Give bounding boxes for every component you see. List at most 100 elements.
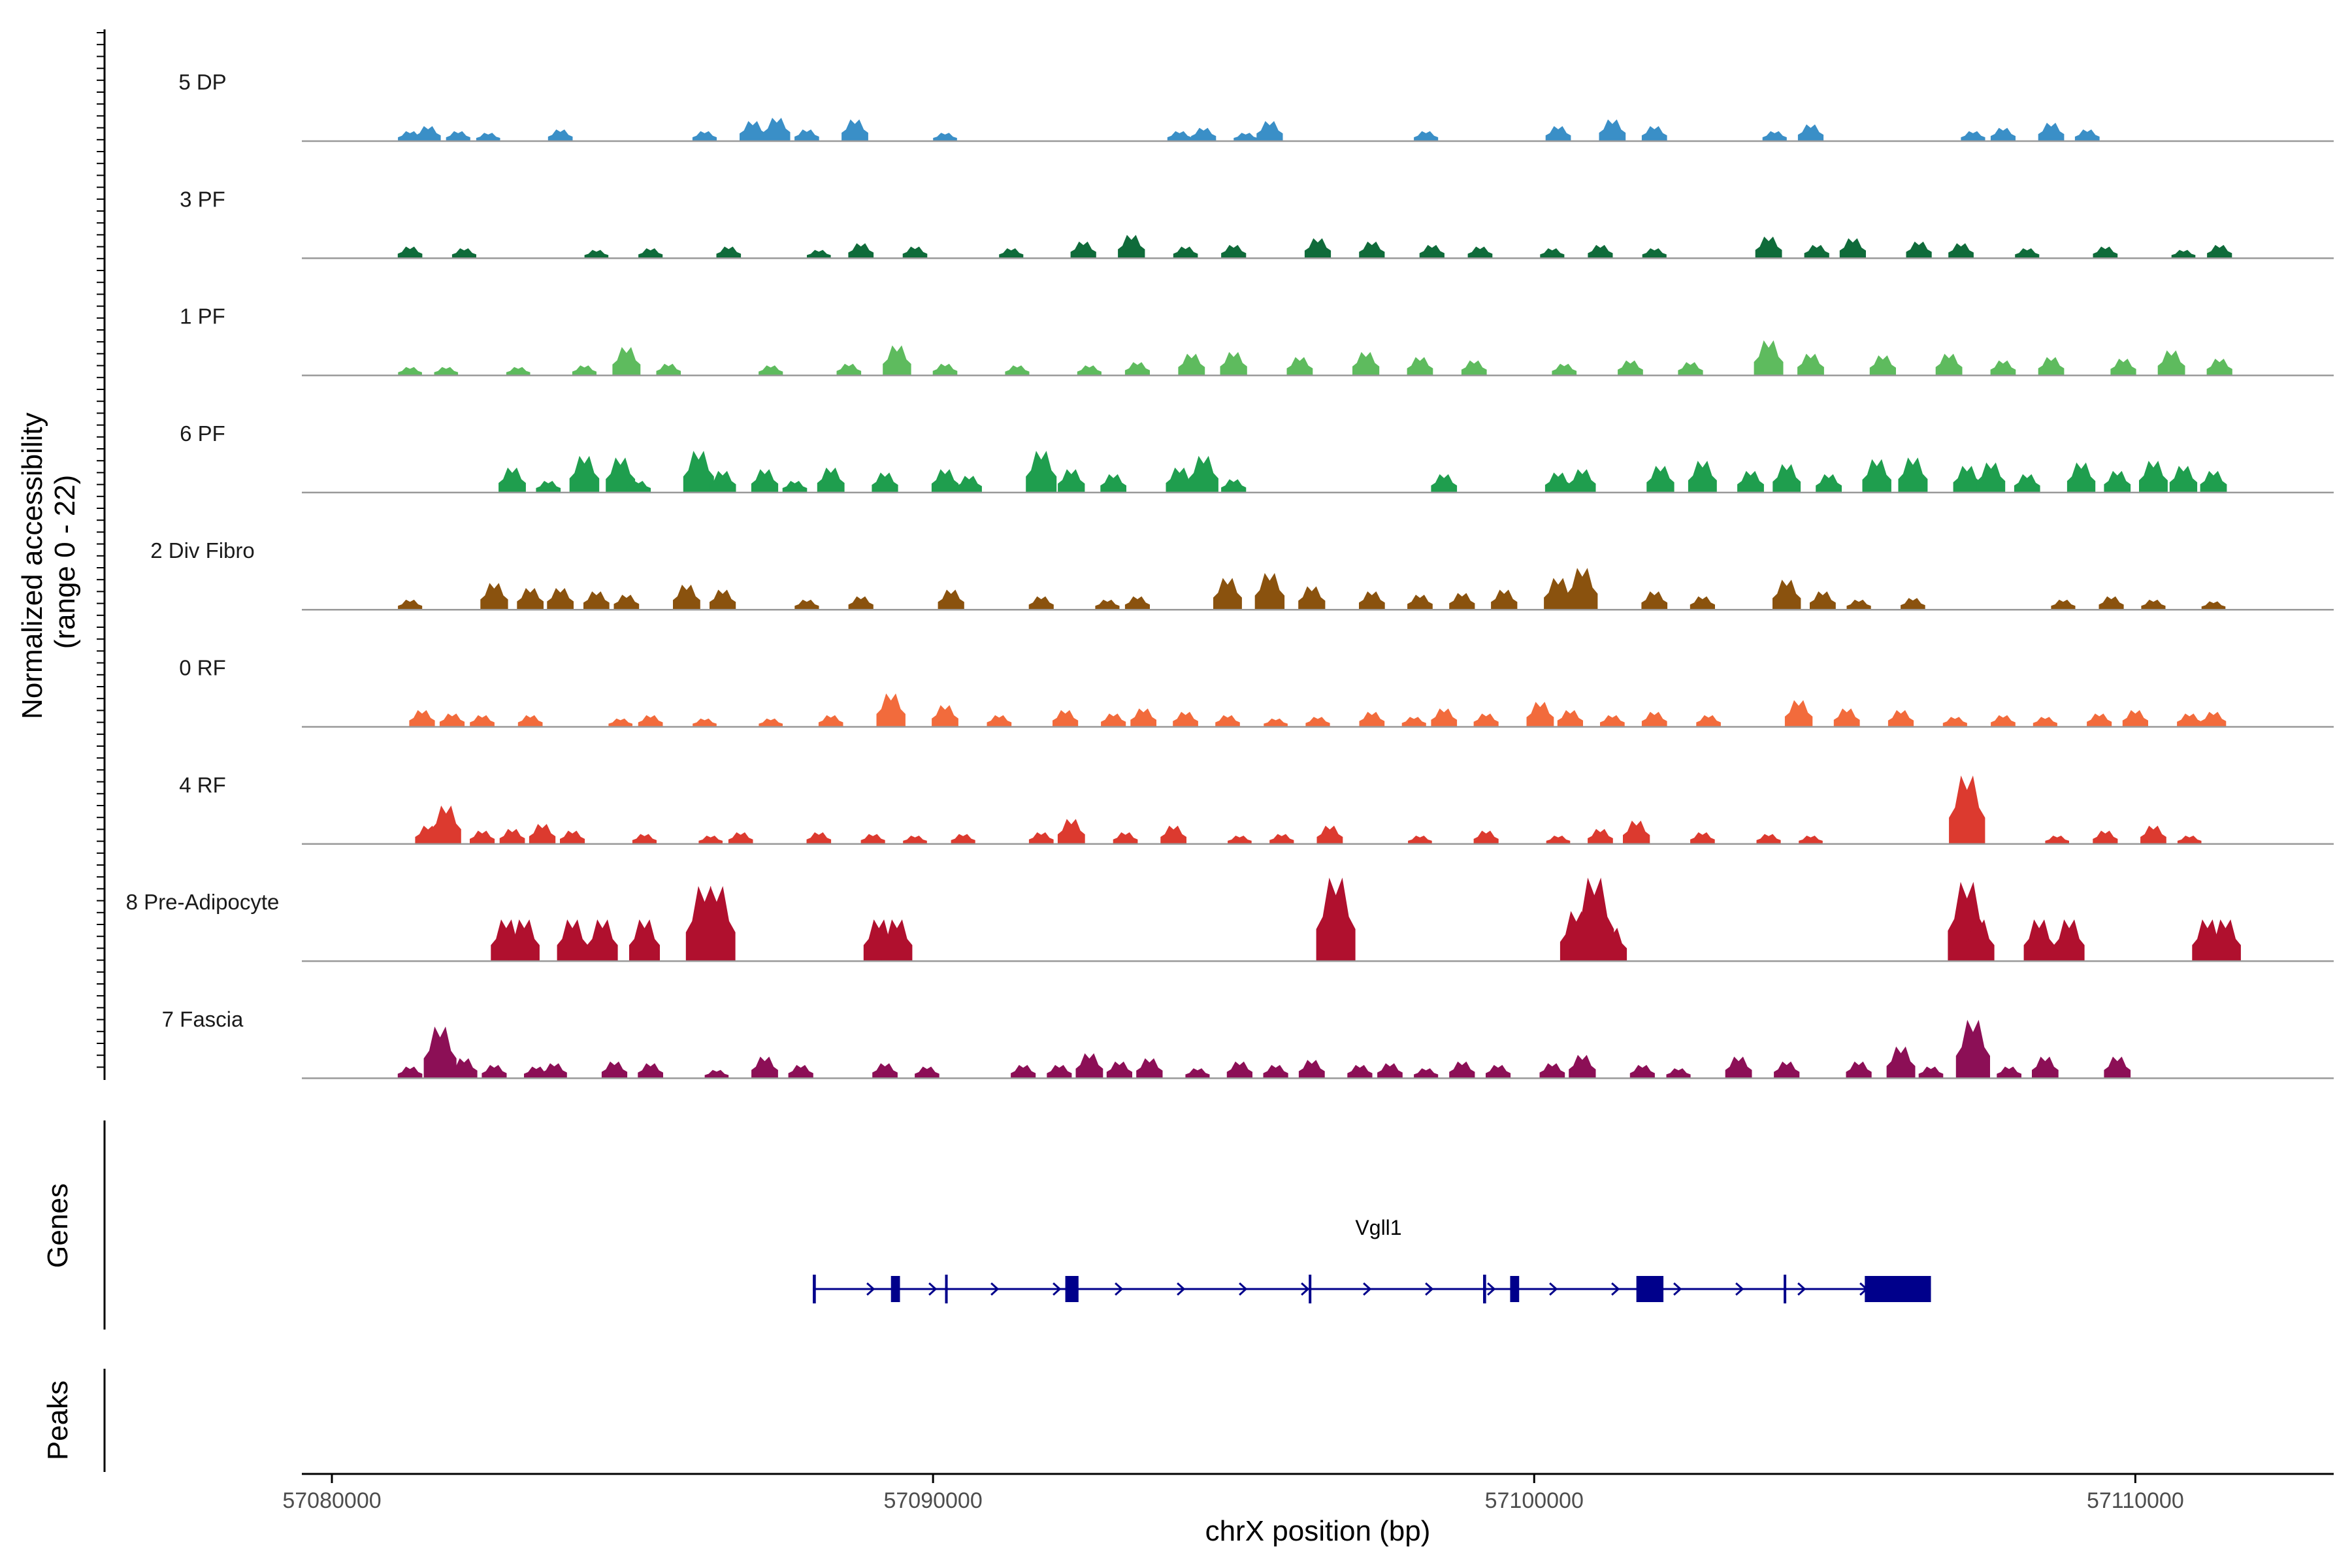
coverage-peak (587, 919, 618, 962)
coverage-peak (2140, 825, 2166, 844)
track-label: 7 Fascia (162, 1007, 244, 1031)
coverage-peak (529, 824, 556, 844)
coverage-peak (1491, 589, 1518, 610)
coverage-peak (751, 469, 779, 493)
coverage-peak (2087, 713, 2112, 727)
coverage-peak (1254, 573, 1285, 610)
coverage-peak (517, 715, 543, 727)
coverage-peak (482, 1065, 507, 1079)
coverage-peak (536, 481, 561, 493)
track-label: 3 PF (180, 187, 225, 211)
coverage-peak (1540, 248, 1565, 259)
coverage-peak (693, 718, 717, 727)
coverage-peak (1221, 479, 1247, 493)
coverage-peak (848, 596, 874, 610)
gene-model-vgll1 (813, 1275, 1931, 1303)
strand-arrow (928, 1282, 938, 1296)
coverage-peak (638, 715, 663, 727)
coverage-peak (2200, 470, 2227, 493)
coverage-peak (848, 243, 874, 259)
coverage-peak (1431, 474, 1458, 493)
coverage-peak (632, 834, 657, 844)
coverage-peak (1623, 821, 1650, 844)
coverage-peak (1011, 1065, 1036, 1079)
coverage-peak (1696, 715, 1721, 727)
coverage-peak (1641, 591, 1668, 610)
strand-arrow (1239, 1282, 1248, 1296)
strand-arrow (1735, 1282, 1744, 1296)
coverage-peak (2053, 919, 2085, 962)
coverage-peak (1641, 126, 1667, 141)
coverage-peak (1544, 472, 1572, 493)
strand-arrow (1487, 1282, 1496, 1296)
coverage-peak (1316, 877, 1356, 962)
coverage-peak (1407, 595, 1433, 610)
coverage-peak (1797, 353, 1824, 376)
coverage-peak (1569, 1054, 1596, 1079)
y-axis-title: Normalized accessibility (range 0 - 22) (16, 404, 81, 719)
coverage-peak (1991, 715, 2016, 727)
coverage-peak (2177, 713, 2202, 727)
x-tick-label: 57090000 (883, 1488, 982, 1513)
coverage-peak (446, 131, 470, 141)
coverage-peak (2015, 248, 2040, 259)
coverage-peak (1597, 928, 1627, 962)
strand-arrow (1797, 1282, 1806, 1296)
coverage-peak (1906, 241, 1932, 259)
coverage-peak (818, 715, 843, 727)
gene-label-vgll1: Vgll1 (1355, 1216, 1401, 1239)
coverage-peak (1569, 469, 1596, 493)
coverage-peak (1124, 596, 1150, 610)
coverage-peak (601, 1061, 628, 1079)
coverage-peak (1772, 580, 1801, 610)
coverage-peak (2171, 250, 2196, 259)
coverage-peak (1997, 1066, 2021, 1079)
coverage-peak (1552, 363, 1577, 376)
strand-arrow (1425, 1282, 1434, 1296)
gene-exon (1784, 1275, 1787, 1303)
coverage-peak (2141, 599, 2166, 610)
coverage-peak (1188, 455, 1218, 493)
coverage-peak (2201, 601, 2226, 610)
coverage-peak (1690, 596, 1715, 610)
coverage-peak (751, 1056, 778, 1079)
coverage-peak (1588, 828, 1613, 844)
coverage-peak (915, 1066, 939, 1079)
track-label: 2 Div Fibro (150, 538, 255, 563)
x-tick-label: 57100000 (1485, 1488, 1584, 1513)
coverage-peak (569, 455, 600, 493)
coverage-peak (1166, 467, 1194, 493)
coverage-peak (2177, 836, 2202, 844)
coverage-peak (470, 830, 495, 844)
coverage-peak (1305, 717, 1330, 727)
coverage-peak (1352, 351, 1380, 376)
coverage-peak (673, 584, 700, 610)
coverage-peak (881, 919, 913, 962)
gene-exon (1865, 1276, 1931, 1302)
gene-exon (1309, 1275, 1312, 1303)
coverage-peak (1948, 243, 1974, 259)
coverage-peak (1898, 457, 1928, 493)
track-3-pf: 3 PF (180, 187, 2334, 259)
coverage-peak (1316, 825, 1343, 844)
coverage-peak (1588, 244, 1613, 259)
strand-arrow (1053, 1282, 1062, 1296)
coverage-peak (1220, 351, 1247, 376)
coverage-peak (1833, 708, 1860, 727)
coverage-peak (1862, 459, 1891, 493)
coverage-peak (1167, 131, 1192, 141)
genes-panel: Genes Vgll1 (42, 1120, 1931, 1330)
coverage-peak (1942, 717, 1967, 727)
coverage-peak (1101, 713, 1126, 727)
strand-arrow (1611, 1282, 1620, 1296)
coverage-peak (397, 246, 423, 259)
coverage-peak (1173, 246, 1198, 259)
coverage-peak (2210, 919, 2241, 962)
coverage-peak (710, 589, 736, 610)
coverage-peak (1058, 469, 1085, 493)
coverage-peak (1226, 1061, 1252, 1079)
track-label: 4 RF (179, 773, 226, 797)
coverage-peak (1539, 1063, 1565, 1079)
coverage-peak (1449, 593, 1475, 610)
coverage-peak (1347, 1065, 1373, 1079)
